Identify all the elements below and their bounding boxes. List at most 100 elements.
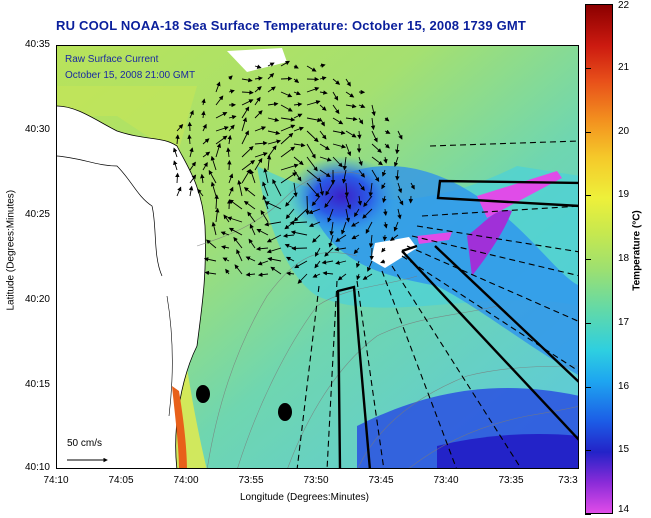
sst-field bbox=[57, 46, 578, 468]
current-vector bbox=[263, 167, 269, 184]
current-vector bbox=[345, 116, 358, 122]
current-vector bbox=[319, 90, 328, 95]
current-vector bbox=[241, 99, 254, 106]
current-vector bbox=[220, 231, 230, 236]
current-vector bbox=[306, 182, 320, 198]
current-vector bbox=[280, 172, 298, 184]
colorbar-tick-label: 21 bbox=[618, 61, 630, 73]
current-vector bbox=[210, 155, 217, 171]
current-vector bbox=[254, 86, 262, 93]
current-vector bbox=[225, 268, 230, 275]
x-axis-label: Longitude (Degrees:Minutes) bbox=[240, 492, 369, 503]
current-vector bbox=[280, 60, 290, 67]
current-vector bbox=[260, 210, 269, 223]
y-axis-label: Latitude (Degrees:Minutes) bbox=[5, 189, 17, 311]
colorbar-tick-label: 19 bbox=[618, 189, 630, 201]
current-vector bbox=[270, 266, 282, 275]
current-vector bbox=[314, 260, 321, 269]
current-vector bbox=[176, 186, 182, 197]
current-vector bbox=[247, 211, 256, 223]
current-vector bbox=[200, 173, 205, 184]
current-vector bbox=[293, 142, 306, 148]
vector-scale-label: 50 cm/s bbox=[67, 438, 103, 449]
colorbar-tick-mark bbox=[585, 386, 591, 388]
current-vector bbox=[293, 90, 301, 96]
current-vector bbox=[189, 147, 194, 158]
current-vector bbox=[257, 260, 269, 266]
current-vector bbox=[208, 169, 217, 184]
colorbar-tick-label: 18 bbox=[618, 253, 630, 264]
current-vector bbox=[202, 138, 210, 145]
current-vector bbox=[306, 65, 317, 72]
current-vector bbox=[202, 162, 208, 171]
current-vector bbox=[365, 221, 373, 234]
current-vector bbox=[384, 129, 391, 134]
current-vector bbox=[293, 169, 302, 182]
current-vector bbox=[233, 236, 243, 249]
current-vector bbox=[351, 234, 360, 240]
current-vector bbox=[393, 156, 399, 167]
current-vector bbox=[397, 195, 404, 206]
current-vector bbox=[215, 81, 221, 93]
current-vector bbox=[285, 195, 295, 207]
ytick-label: 40:30 bbox=[24, 124, 50, 135]
current-vector bbox=[328, 234, 334, 248]
current-vector bbox=[201, 110, 206, 119]
current-vector bbox=[267, 256, 282, 262]
current-vector bbox=[357, 130, 362, 140]
current-vector bbox=[237, 179, 243, 197]
current-vector bbox=[214, 194, 219, 210]
current-vector bbox=[280, 132, 294, 145]
current-vector bbox=[227, 75, 233, 81]
current-vector bbox=[358, 117, 364, 125]
current-legend-time: October 15, 2008 21:00 GMT bbox=[65, 70, 196, 81]
current-vector bbox=[355, 260, 361, 268]
current-vector bbox=[228, 89, 235, 94]
current-vector bbox=[351, 221, 360, 227]
current-vector bbox=[306, 156, 318, 172]
ytick-label: 40:25 bbox=[24, 209, 50, 220]
current-vector bbox=[335, 260, 347, 265]
current-vector bbox=[254, 152, 268, 158]
current-vector bbox=[395, 169, 400, 181]
colorbar-tick-label: 15 bbox=[618, 444, 630, 456]
current-vector bbox=[280, 104, 293, 112]
current-vector bbox=[354, 208, 360, 218]
current-vector bbox=[248, 238, 256, 249]
colorbar-tick-mark bbox=[585, 195, 591, 197]
current-vector bbox=[201, 98, 206, 106]
colorbar-tick-mark bbox=[585, 131, 591, 133]
current-vector bbox=[344, 182, 349, 198]
current-vector bbox=[241, 130, 249, 145]
current-vector bbox=[319, 104, 327, 111]
current-vector bbox=[345, 91, 355, 98]
current-vector bbox=[358, 103, 366, 109]
current-vector bbox=[297, 273, 308, 284]
current-vector bbox=[389, 234, 399, 242]
colorbar-tick-label: 17 bbox=[618, 316, 630, 328]
current-vector bbox=[345, 208, 351, 223]
current-vector bbox=[254, 64, 262, 69]
current-vector bbox=[332, 104, 340, 115]
current-vector bbox=[312, 234, 321, 243]
current-vector bbox=[380, 259, 386, 264]
current-vector bbox=[245, 272, 256, 277]
current-vector bbox=[334, 246, 347, 252]
current-vector bbox=[383, 208, 388, 216]
current-vector bbox=[228, 227, 243, 236]
colorbar-tick-mark bbox=[585, 4, 591, 5]
current-vector bbox=[206, 239, 217, 249]
current-vector bbox=[241, 77, 253, 83]
current-vector bbox=[332, 91, 339, 101]
current-vector bbox=[173, 160, 178, 171]
current-vector bbox=[324, 247, 334, 257]
current-vector bbox=[286, 271, 295, 276]
xtick-label: 74:10 bbox=[43, 475, 69, 486]
current-vector bbox=[371, 169, 380, 182]
current-vector bbox=[325, 182, 334, 196]
current-vector bbox=[341, 169, 347, 184]
current-vector bbox=[384, 143, 390, 149]
current-vector bbox=[305, 195, 310, 215]
current-vector bbox=[189, 161, 196, 171]
current-vector bbox=[384, 116, 390, 122]
